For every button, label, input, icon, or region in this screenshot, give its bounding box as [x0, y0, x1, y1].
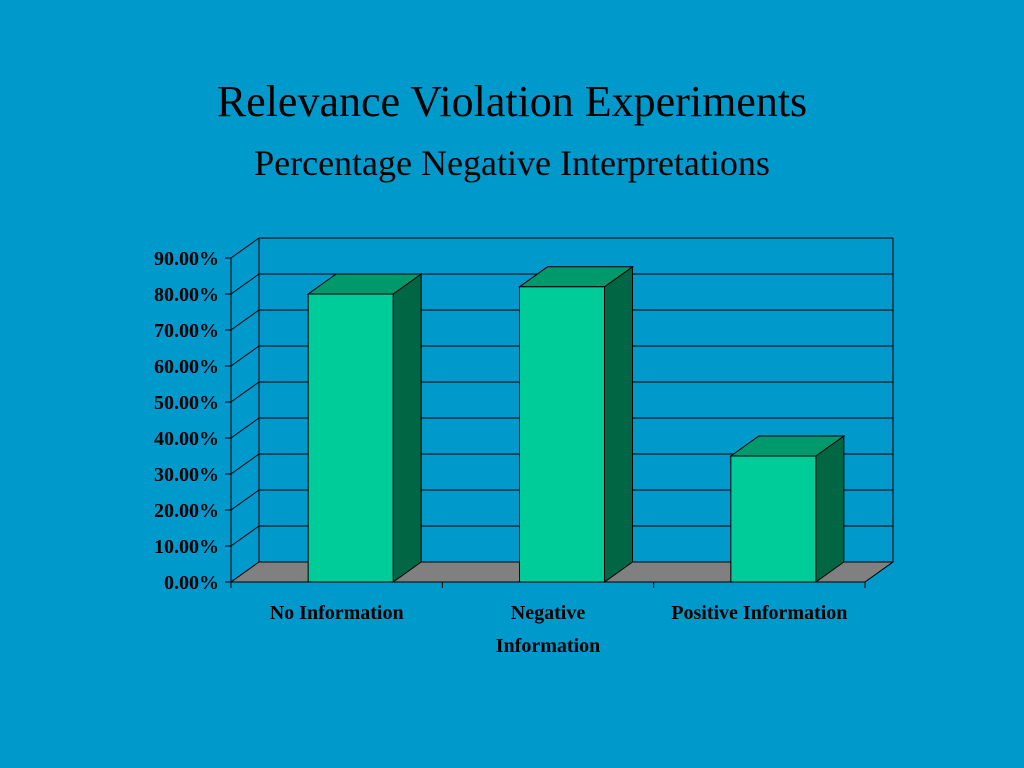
y-tick-label: 70.00% [154, 320, 219, 342]
gridline-side [230, 489, 260, 511]
y-tick-label: 50.00% [154, 392, 219, 414]
gridline-side [230, 453, 260, 475]
x-category-label: Negative [511, 602, 586, 624]
y-tick-label: 90.00% [154, 248, 219, 270]
gridline-side [230, 525, 260, 547]
y-tick-label: 40.00% [154, 428, 219, 450]
chart-title: Relevance Violation Experiments [216, 77, 808, 126]
gridline-side [230, 237, 260, 259]
y-tick-label: 80.00% [154, 284, 219, 306]
chart-subtitle: Percentage Negative Interpretations [254, 143, 770, 183]
gridline-side [230, 309, 260, 331]
gridline-side [230, 381, 260, 403]
bar-side [815, 435, 845, 583]
y-tick-label: 10.00% [154, 536, 219, 558]
gridline-side [230, 345, 260, 367]
x-category-label: No Information [270, 602, 404, 624]
gridline-side [230, 273, 260, 295]
y-tick-label: 30.00% [154, 464, 219, 486]
x-category-label: Information [496, 635, 600, 657]
bar-side [392, 273, 422, 583]
gridline-side [230, 417, 260, 439]
bar [307, 293, 394, 583]
bar [730, 455, 817, 583]
y-tick-label: 20.00% [154, 500, 219, 522]
y-tick-label: 0.00% [164, 572, 219, 594]
bar [519, 286, 605, 583]
y-tick-label: 60.00% [154, 356, 219, 378]
bar-side [604, 265, 633, 583]
x-category-label: Positive Information [671, 602, 847, 624]
